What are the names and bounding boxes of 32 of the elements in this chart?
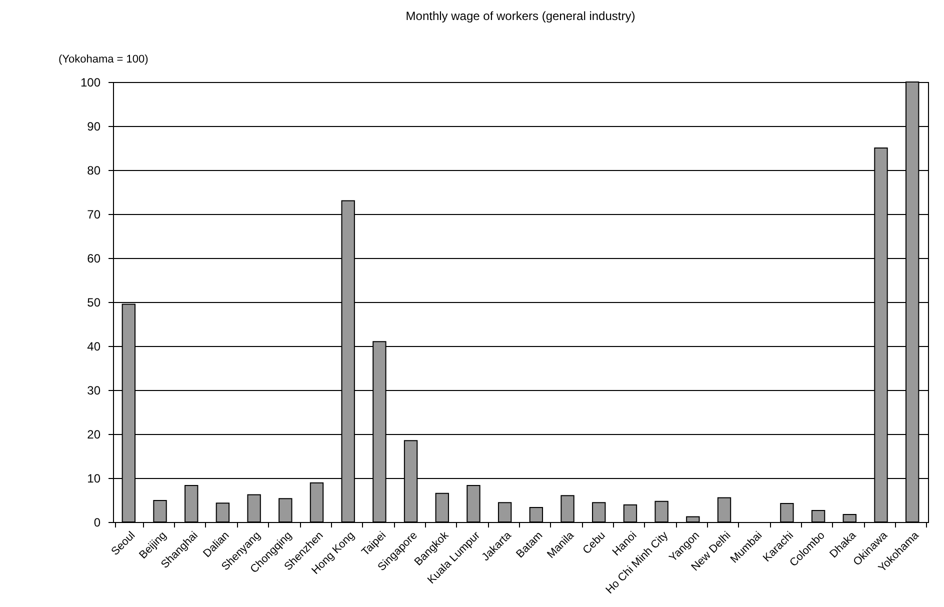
bar	[498, 502, 512, 522]
bar	[842, 514, 856, 522]
y-tick-label: 60	[87, 252, 101, 266]
bar	[686, 516, 700, 522]
bar	[216, 502, 230, 522]
y-tick-label: 10	[87, 472, 101, 486]
bar	[247, 494, 261, 522]
y-tick-label: 70	[87, 208, 101, 222]
bar	[278, 498, 292, 522]
bar	[780, 503, 794, 522]
bar	[529, 506, 544, 522]
chart-title: Monthly wage of workers (general industry)	[406, 9, 636, 23]
bar	[153, 500, 167, 522]
bar	[435, 492, 449, 522]
y-tick-label: 50	[87, 296, 101, 310]
bar	[592, 502, 606, 522]
bar	[560, 495, 574, 522]
y-tick-label: 90	[87, 120, 101, 134]
bar	[310, 482, 324, 522]
y-tick-label: 20	[87, 428, 101, 442]
y-tick-label: 40	[87, 340, 101, 354]
y-tick-label: 30	[87, 384, 101, 398]
bar	[623, 504, 638, 522]
y-tick-label: 80	[87, 164, 101, 178]
bar	[184, 484, 198, 522]
bar	[466, 484, 480, 522]
y-tick-label: 100	[80, 76, 101, 90]
bar	[654, 500, 668, 522]
y-axis-title: (Yokohama = 100)	[58, 54, 148, 66]
bar	[717, 497, 732, 522]
y-tick-label: 0	[94, 516, 101, 530]
bar	[811, 510, 826, 522]
